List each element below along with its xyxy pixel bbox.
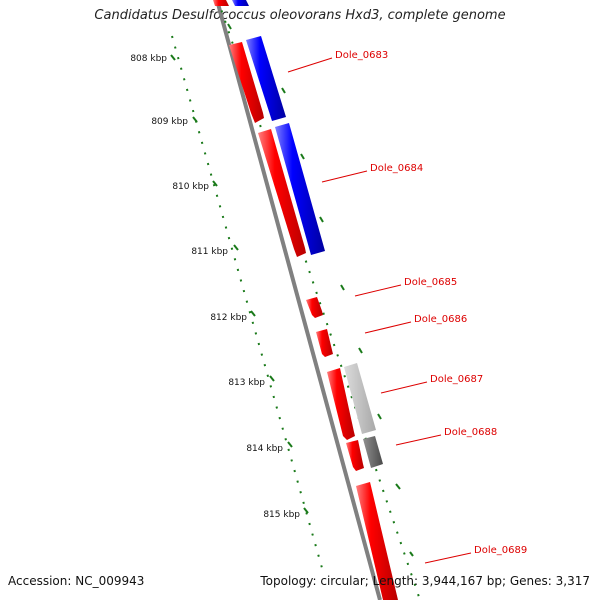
gene-labels: Dole_0683 Dole_0684 Dole_0685 Dole_0686 … [335,50,527,556]
topology-text: Topology: circular; Length: 3,944,167 bp… [260,574,590,588]
scale-ruler-dots [171,35,323,569]
scale-labels: 808 kbp 809 kbp 810 kbp 811 kbp 812 kbp … [130,54,300,520]
gene-dole-0689 [356,482,398,600]
page-title: Candidatus Desulfococcus oleovorans Hxd3… [94,8,506,23]
scale-label-813: 813 kbp [228,378,265,388]
accession-text: Accession: NC_009943 [8,574,145,588]
gene-dole-0688-red [346,440,364,471]
gene-dole-0687-red [327,368,355,440]
gene-label-dole-0684[interactable]: Dole_0684 [370,163,423,174]
scale-label-809: 809 kbp [151,117,188,127]
scale-ruler-ticks [170,54,309,514]
outer-ruler-ticks [227,23,414,557]
gene-label-dole-0687[interactable]: Dole_0687 [430,374,483,385]
scale-label-810: 810 kbp [172,182,209,192]
gene-top-blue-partial [232,0,249,6]
gene-label-dole-0688[interactable]: Dole_0688 [444,427,497,438]
gene-dole-0688-gray [363,436,383,468]
gene-dole-0685 [306,297,323,318]
gene-dole-0686 [316,329,333,357]
scale-label-808: 808 kbp [130,54,167,64]
gene-dole-0683-red [229,42,264,123]
gene-label-dole-0683[interactable]: Dole_0683 [335,50,388,61]
scale-label-814: 814 kbp [246,444,283,454]
gene-dole-0683-blue [246,36,286,121]
scale-label-812: 812 kbp [210,313,247,323]
scale-label-811: 811 kbp [191,247,228,257]
gene-features [213,0,398,600]
genome-backbone [215,0,382,600]
gene-label-dole-0686[interactable]: Dole_0686 [414,314,467,325]
gene-label-leaders [287,57,472,564]
gene-label-dole-0685[interactable]: Dole_0685 [404,277,457,288]
gene-label-dole-0689[interactable]: Dole_0689 [474,545,527,556]
gene-top-red-partial [213,0,229,6]
scale-label-815: 815 kbp [263,510,300,520]
gene-dole-0684-blue [275,123,325,255]
gene-dole-0687-gray [344,363,376,434]
gene-dole-0684-red [258,129,306,257]
